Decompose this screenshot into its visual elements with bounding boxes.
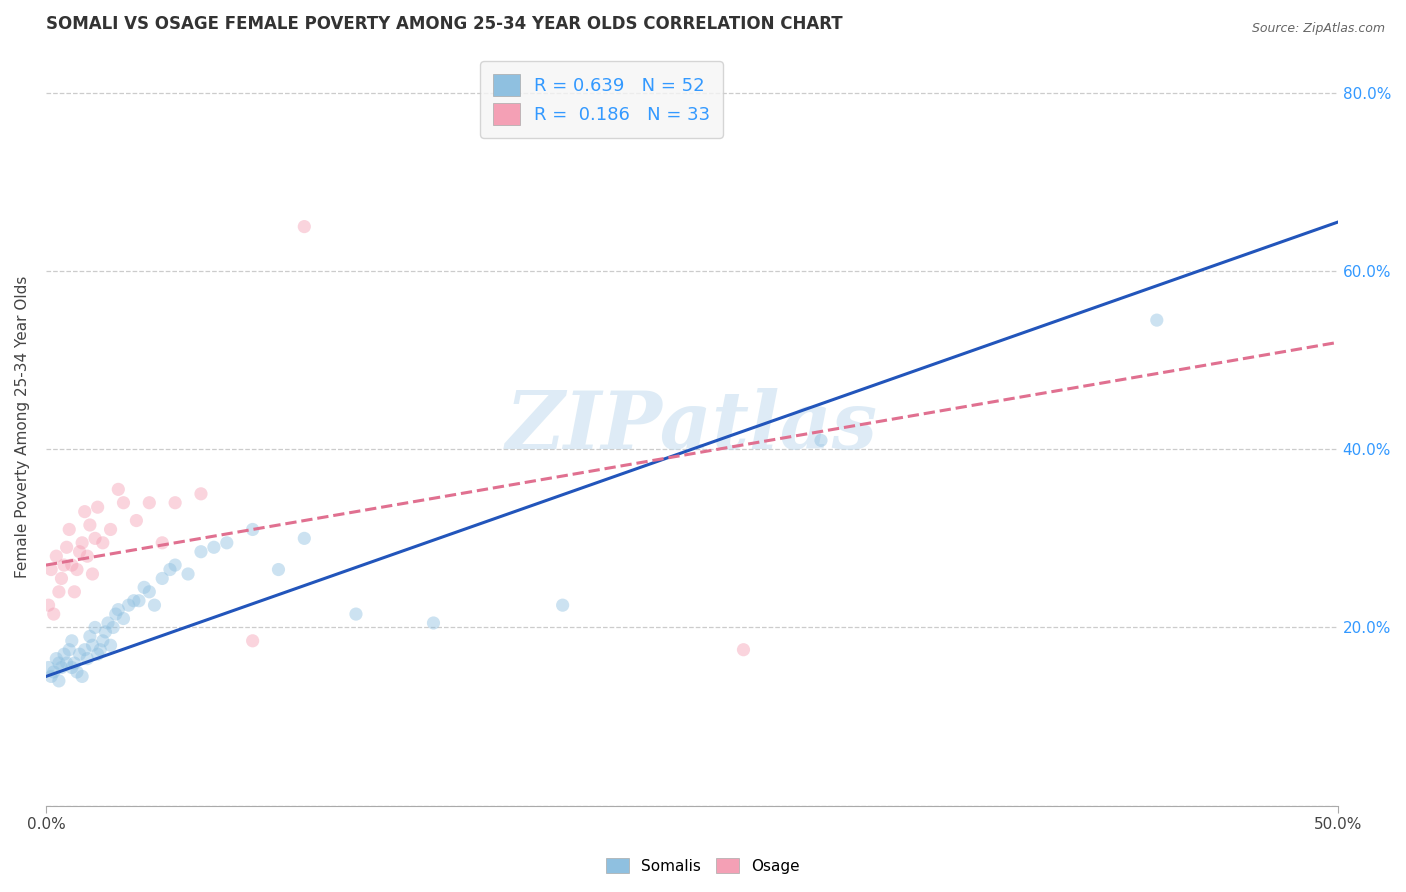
- Point: [53, 647, 76, 661]
- Point: [86, 647, 108, 661]
- Point: [69, 647, 91, 661]
- Point: [60, 660, 83, 674]
- Point: [86, 500, 108, 515]
- Point: [84, 532, 107, 546]
- Point: [100, 523, 122, 537]
- Point: [159, 562, 181, 576]
- Point: [91, 536, 114, 550]
- Point: [138, 496, 160, 510]
- Point: [134, 580, 156, 594]
- Point: [112, 611, 135, 625]
- Point: [48, 584, 70, 599]
- Point: [58, 523, 80, 537]
- Point: [76, 651, 98, 665]
- Point: [91, 633, 114, 648]
- Point: [499, 108, 522, 122]
- Point: [51, 571, 73, 585]
- Point: [138, 584, 160, 599]
- Point: [94, 624, 117, 639]
- Point: [73, 505, 96, 519]
- Point: [53, 558, 76, 573]
- Point: [122, 593, 145, 607]
- Point: [42, 665, 65, 679]
- Point: [55, 541, 77, 555]
- Text: SOMALI VS OSAGE FEMALE POVERTY AMONG 25-34 YEAR OLDS CORRELATION CHART: SOMALI VS OSAGE FEMALE POVERTY AMONG 25-…: [46, 15, 842, 33]
- Point: [190, 487, 212, 501]
- Point: [150, 571, 173, 585]
- Point: [177, 566, 200, 581]
- Point: [60, 558, 83, 573]
- Point: [82, 638, 104, 652]
- Point: [117, 598, 139, 612]
- Point: [66, 665, 89, 679]
- Text: ZIPatlas: ZIPatlas: [506, 388, 877, 466]
- Point: [165, 496, 187, 510]
- Point: [45, 549, 67, 564]
- Point: [810, 434, 832, 448]
- Point: [58, 642, 80, 657]
- Point: [551, 598, 574, 612]
- Point: [242, 523, 264, 537]
- Point: [107, 602, 129, 616]
- Point: [267, 562, 290, 576]
- Point: [165, 558, 187, 573]
- Point: [38, 660, 60, 674]
- Point: [79, 629, 101, 643]
- Point: [45, 651, 67, 665]
- Point: [292, 532, 315, 546]
- Point: [100, 638, 122, 652]
- Point: [215, 536, 238, 550]
- Point: [42, 607, 65, 621]
- Point: [202, 541, 225, 555]
- Point: [150, 536, 173, 550]
- Point: [143, 598, 166, 612]
- Legend: Somalis, Osage: Somalis, Osage: [600, 852, 806, 880]
- Point: [422, 615, 444, 630]
- Point: [66, 562, 89, 576]
- Point: [39, 669, 62, 683]
- Point: [70, 669, 93, 683]
- Point: [60, 633, 83, 648]
- Point: [76, 549, 98, 564]
- Point: [48, 673, 70, 688]
- Point: [292, 219, 315, 234]
- Point: [79, 518, 101, 533]
- Point: [69, 545, 91, 559]
- Point: [125, 514, 148, 528]
- Point: [97, 615, 120, 630]
- Point: [112, 496, 135, 510]
- Point: [84, 620, 107, 634]
- Point: [63, 656, 86, 670]
- Point: [128, 593, 150, 607]
- Point: [104, 607, 127, 621]
- Point: [733, 642, 755, 657]
- Point: [38, 598, 60, 612]
- Point: [51, 660, 73, 674]
- Point: [63, 584, 86, 599]
- Point: [73, 642, 96, 657]
- Point: [55, 656, 77, 670]
- Y-axis label: Female Poverty Among 25-34 Year Olds: Female Poverty Among 25-34 Year Olds: [15, 276, 30, 578]
- Point: [1146, 313, 1168, 327]
- Point: [48, 656, 70, 670]
- Text: Source: ZipAtlas.com: Source: ZipAtlas.com: [1251, 22, 1385, 36]
- Point: [190, 545, 212, 559]
- Point: [39, 562, 62, 576]
- Legend: R = 0.639   N = 52, R =  0.186   N = 33: R = 0.639 N = 52, R = 0.186 N = 33: [479, 62, 723, 137]
- Point: [107, 483, 129, 497]
- Point: [101, 620, 124, 634]
- Point: [82, 566, 104, 581]
- Point: [344, 607, 367, 621]
- Point: [242, 633, 264, 648]
- Point: [89, 642, 111, 657]
- Point: [70, 536, 93, 550]
